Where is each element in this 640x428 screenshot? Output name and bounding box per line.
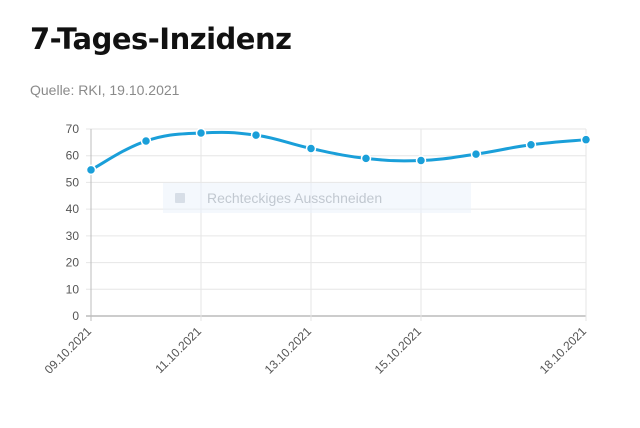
chart-grid [86,128,587,321]
y-tick-label: 60 [66,149,80,163]
y-axis-ticks: 0 10 20 30 40 50 60 70 [66,122,80,323]
crop-icon [175,193,185,203]
crop-tooltip-label: Rechteckiges Ausschneiden [207,190,383,206]
x-tick-label: 18.10.2021 [537,324,590,377]
data-point [85,164,97,176]
data-point [305,143,317,154]
x-tick-label: 13.10.2021 [262,324,315,377]
y-tick-label: 10 [66,282,80,296]
series-line [90,130,587,172]
y-tick-label: 50 [66,175,80,189]
y-tick-label: 30 [66,229,80,243]
source-note: Quelle: RKI, 19.10.2021 [30,82,180,98]
y-tick-label: 0 [72,309,79,323]
y-tick-label: 40 [66,202,80,216]
y-tick-label: 70 [66,122,80,136]
x-axis-ticks: 09.10.2021 11.10.2021 13.10.2021 15.10.2021… [42,324,590,377]
data-point [250,129,262,141]
x-tick-label: 09.10.2021 [42,324,95,377]
data-point [195,127,207,139]
data-point [360,153,372,164]
chart-title: 7-Tages-Inzidenz [30,22,292,56]
x-tick-label: 15.10.2021 [372,324,425,377]
data-point [140,135,152,147]
data-point [580,134,592,145]
data-point [415,155,427,166]
data-point [470,148,482,160]
chart-axes [90,129,587,321]
y-tick-label: 20 [66,256,80,270]
crop-tooltip: Rechteckiges Ausschneiden [163,183,471,213]
series-points [85,127,592,176]
data-point [525,139,537,151]
x-tick-label: 11.10.2021 [152,324,204,376]
